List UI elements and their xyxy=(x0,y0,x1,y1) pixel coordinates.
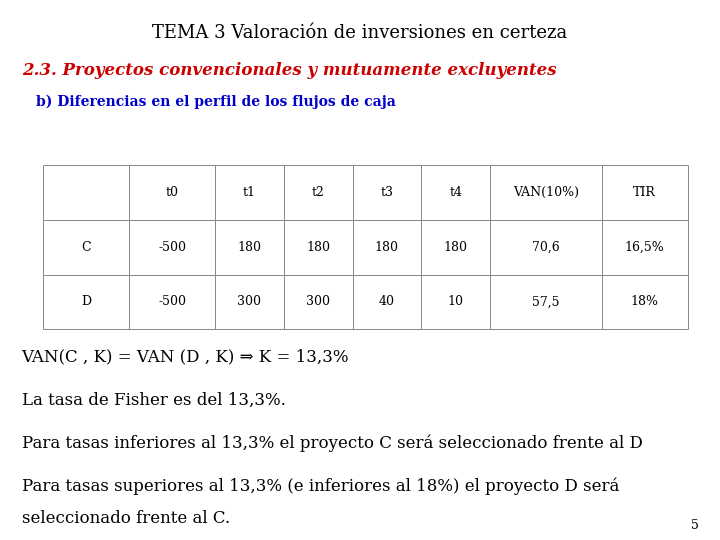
Bar xyxy=(43,220,129,274)
Bar xyxy=(421,220,490,274)
Text: -500: -500 xyxy=(158,240,186,254)
Text: 300: 300 xyxy=(238,295,261,308)
Bar xyxy=(602,165,688,220)
Bar xyxy=(215,274,284,329)
Text: t3: t3 xyxy=(380,186,393,199)
Bar xyxy=(129,165,215,220)
Text: TIR: TIR xyxy=(633,186,656,199)
Text: t1: t1 xyxy=(243,186,256,199)
Bar xyxy=(353,220,421,274)
Text: b) Diferencias en el perfil de los flujos de caja: b) Diferencias en el perfil de los flujo… xyxy=(36,94,396,109)
Text: -500: -500 xyxy=(158,295,186,308)
Bar xyxy=(284,165,353,220)
Text: VAN(C , K) = VAN (D , K) ⇒ K = 13,3%: VAN(C , K) = VAN (D , K) ⇒ K = 13,3% xyxy=(22,348,349,365)
Bar xyxy=(43,274,129,329)
Text: 5: 5 xyxy=(690,519,698,532)
Text: D: D xyxy=(81,295,91,308)
Text: 10: 10 xyxy=(448,295,464,308)
Text: seleccionado frente al C.: seleccionado frente al C. xyxy=(22,510,230,527)
Text: t4: t4 xyxy=(449,186,462,199)
Bar xyxy=(490,274,602,329)
Bar xyxy=(421,274,490,329)
Bar xyxy=(215,220,284,274)
Bar xyxy=(602,220,688,274)
Text: 180: 180 xyxy=(238,240,261,254)
Text: 70,6: 70,6 xyxy=(532,240,559,254)
Text: 18%: 18% xyxy=(631,295,659,308)
Text: 180: 180 xyxy=(444,240,467,254)
Text: C: C xyxy=(81,240,91,254)
Bar xyxy=(43,165,129,220)
Bar xyxy=(129,274,215,329)
Bar xyxy=(353,165,421,220)
Text: VAN(10%): VAN(10%) xyxy=(513,186,579,199)
Text: La tasa de Fisher es del 13,3%.: La tasa de Fisher es del 13,3%. xyxy=(22,392,285,408)
Bar xyxy=(490,165,602,220)
Text: Para tasas superiores al 13,3% (e inferiores al 18%) el proyecto D será: Para tasas superiores al 13,3% (e inferi… xyxy=(22,478,619,495)
Bar xyxy=(129,220,215,274)
Text: 2.3. Proyectos convencionales y mutuamente excluyentes: 2.3. Proyectos convencionales y mutuamen… xyxy=(22,62,557,79)
Text: 16,5%: 16,5% xyxy=(625,240,665,254)
Text: 180: 180 xyxy=(375,240,399,254)
Bar xyxy=(490,220,602,274)
Text: t0: t0 xyxy=(166,186,179,199)
Text: t2: t2 xyxy=(312,186,325,199)
Text: 57,5: 57,5 xyxy=(532,295,559,308)
Bar xyxy=(421,165,490,220)
Bar xyxy=(284,274,353,329)
Bar xyxy=(215,165,284,220)
Text: Para tasas inferiores al 13,3% el proyecto C será seleccionado frente al D: Para tasas inferiores al 13,3% el proyec… xyxy=(22,435,642,452)
Text: 300: 300 xyxy=(306,295,330,308)
Bar xyxy=(602,274,688,329)
Text: 180: 180 xyxy=(306,240,330,254)
Bar xyxy=(353,274,421,329)
Text: TEMA 3 Valoración de inversiones en certeza: TEMA 3 Valoración de inversiones en cert… xyxy=(153,24,567,42)
Bar xyxy=(284,220,353,274)
Text: 40: 40 xyxy=(379,295,395,308)
